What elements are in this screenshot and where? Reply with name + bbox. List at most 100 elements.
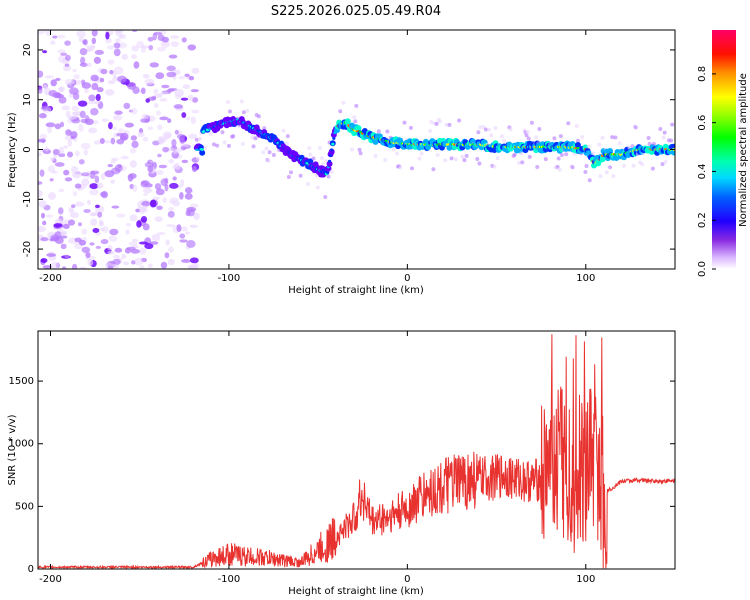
spectrogram-halo-blob — [195, 156, 200, 161]
spectrogram-noise-blob — [128, 241, 138, 246]
spectrogram-noise-blob — [50, 261, 59, 269]
spectrogram-noise-blob — [72, 68, 77, 73]
spectrogram-noise-blob — [88, 94, 96, 102]
spectrogram-noise-blob — [176, 224, 182, 233]
spectrogram-noise-blob — [142, 136, 149, 142]
spectrogram-noise-blob — [140, 180, 150, 186]
spectrogram-noise-blob — [55, 77, 61, 81]
y-tick-label: -20 — [22, 241, 33, 257]
snr-series-line — [38, 334, 675, 569]
spectrogram-ridge-blob — [199, 149, 206, 156]
spectrogram-noise-blob — [112, 254, 120, 259]
spectrogram-halo-blob — [535, 164, 540, 169]
x-tick-label: -200 — [39, 273, 62, 284]
spectrogram-halo-blob — [555, 164, 560, 169]
spectrogram-halo-blob — [428, 128, 433, 133]
spectrogram-noise-blob — [173, 149, 178, 155]
spectrogram-noise-blob — [89, 183, 99, 190]
spectrogram-noise-blob — [80, 142, 91, 150]
spectrogram-noise-blob — [78, 36, 84, 43]
spectrogram-halo-blob — [211, 142, 216, 147]
spectrogram-halo-blob — [621, 163, 626, 168]
spectrogram-noise-blob — [93, 140, 101, 145]
spectrogram-halo-blob — [261, 150, 266, 155]
spectrogram-noise-blob — [78, 159, 85, 165]
spectrogram-noise-blob — [84, 88, 89, 94]
spectrogram-halo-blob — [586, 144, 591, 149]
y-tick-label: 500 — [15, 501, 34, 512]
colorbar-tick-label: 0.2 — [697, 212, 708, 228]
spectrogram-noise-blob — [188, 75, 195, 81]
spectrogram-halo-blob — [353, 119, 358, 124]
spectrogram-noise-blob — [160, 40, 171, 48]
spectrogram-noise-blob — [152, 140, 160, 146]
spectrogram-noise-blob — [124, 122, 134, 128]
spectrogram-halo-blob — [670, 122, 675, 127]
spectrogram-noise-blob — [124, 247, 131, 254]
spectrogram-halo-blob — [431, 167, 436, 172]
spectrogram-noise-blob — [80, 56, 86, 65]
spectrogram-halo-blob — [226, 143, 231, 148]
spectrogram-x-ticks: -200 -100 0 100 — [39, 30, 595, 284]
spectrogram-noise-blob — [45, 214, 53, 218]
spectrogram-noise-blob — [40, 237, 49, 242]
spectrogram-noise-blob — [179, 192, 184, 200]
x-tick-label: -100 — [218, 273, 241, 284]
spectrogram-noise-blob — [64, 254, 70, 259]
spectrogram-noise-blob — [166, 223, 175, 228]
spectrogram-noise-blob — [91, 30, 98, 37]
spectrogram-halo-blob — [435, 152, 440, 157]
spectrogram-noise-blob — [64, 135, 73, 141]
spectrogram-halo-blob — [661, 135, 666, 140]
spectrogram-halo-blob — [660, 162, 665, 167]
spectrogram-noise-blob — [107, 59, 115, 65]
spectrogram-noise-blob — [114, 110, 123, 115]
spectrogram-noise-blob — [181, 112, 187, 118]
spectrogram-halo-blob — [227, 109, 232, 114]
spectrogram-noise-blob — [81, 178, 90, 186]
spectrogram-noise-blob — [132, 86, 140, 94]
spectrogram-halo-blob — [583, 170, 588, 175]
spectrogram-noise-blob — [63, 145, 68, 149]
spectrogram-noise-blob — [164, 177, 169, 184]
spectrogram-noise-blob — [110, 179, 116, 184]
spectrogram-halo-blob — [669, 138, 674, 143]
spectrogram-noise-blob — [60, 52, 68, 56]
spectrogram-halo-blob — [266, 158, 271, 163]
spectrogram-noise-blob — [67, 115, 78, 120]
spectrogram-noise-blob — [170, 41, 180, 47]
spectrogram-noise-blob — [54, 162, 65, 167]
spectrogram-noise-blob — [38, 189, 43, 198]
spectrogram-halo-blob — [285, 134, 290, 139]
spectrogram-noise-blob — [166, 71, 177, 78]
spectrogram-noise-blob — [138, 128, 144, 134]
spectrogram-halo-blob — [391, 147, 396, 152]
spectrogram-halo-blob — [350, 147, 355, 152]
spectrogram-noise-blob — [42, 220, 47, 226]
spectrogram-halo-blob — [352, 115, 357, 120]
spectrogram-noise-blob — [40, 105, 51, 111]
x-tick-label: 100 — [576, 574, 595, 585]
spectrogram-noise-blob — [90, 218, 98, 226]
spectrogram-noise-blob — [170, 35, 180, 40]
spectrogram-noise-blob — [101, 225, 109, 233]
spectrogram-noise-blob — [65, 129, 72, 136]
spectrogram-noise-blob — [104, 140, 112, 144]
y-tick-label: 0 — [28, 564, 34, 575]
spectrogram-noise-blob — [107, 250, 115, 255]
spectrogram-halo-blob — [447, 122, 452, 127]
spectrogram-halo-blob — [253, 136, 258, 141]
spectrogram-halo-blob — [208, 131, 213, 136]
spectrogram-noise-blob — [121, 253, 127, 260]
spectrogram-x-label: Height of straight line (km) — [288, 285, 424, 296]
spectrogram-noise-blob — [172, 176, 177, 181]
spectrogram-halo-blob — [600, 135, 605, 140]
spectrogram-halo-blob — [385, 129, 390, 134]
spectrogram-noise-blob — [64, 63, 70, 67]
spectrogram-noise-blob — [47, 165, 56, 173]
colorbar-tick-label: 0.6 — [697, 115, 708, 131]
colorbar-tick-label: 0.8 — [697, 66, 708, 82]
spectrogram-noise-blob — [156, 205, 163, 211]
spectrogram-noise-blob — [45, 30, 52, 37]
spectrogram-noise-blob — [108, 235, 118, 242]
